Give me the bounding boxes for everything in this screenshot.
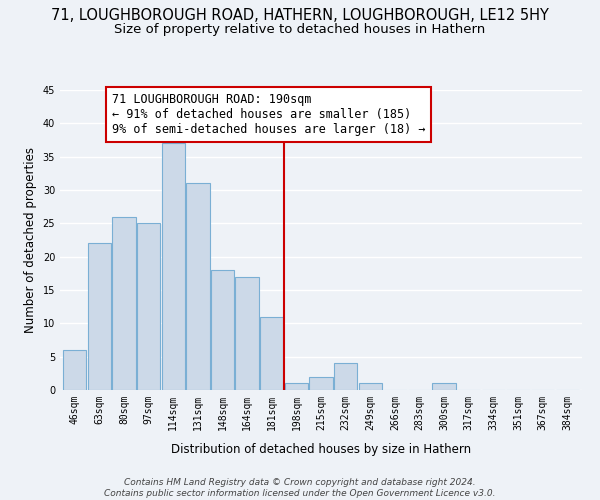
Bar xyxy=(334,364,358,390)
Bar xyxy=(211,270,234,390)
Text: 71, LOUGHBOROUGH ROAD, HATHERN, LOUGHBOROUGH, LE12 5HY: 71, LOUGHBOROUGH ROAD, HATHERN, LOUGHBOR… xyxy=(51,8,549,22)
Text: Size of property relative to detached houses in Hathern: Size of property relative to detached ho… xyxy=(115,22,485,36)
Y-axis label: Number of detached properties: Number of detached properties xyxy=(24,147,37,333)
Bar xyxy=(88,244,111,390)
Bar xyxy=(112,216,136,390)
Bar xyxy=(310,376,332,390)
Bar xyxy=(260,316,283,390)
Bar xyxy=(359,384,382,390)
Text: 71 LOUGHBOROUGH ROAD: 190sqm
← 91% of detached houses are smaller (185)
9% of se: 71 LOUGHBOROUGH ROAD: 190sqm ← 91% of de… xyxy=(112,94,425,136)
Text: Contains HM Land Registry data © Crown copyright and database right 2024.
Contai: Contains HM Land Registry data © Crown c… xyxy=(104,478,496,498)
Bar xyxy=(235,276,259,390)
Bar xyxy=(433,384,456,390)
Bar xyxy=(63,350,86,390)
Bar xyxy=(284,384,308,390)
Bar xyxy=(186,184,209,390)
Text: Distribution of detached houses by size in Hathern: Distribution of detached houses by size … xyxy=(171,442,471,456)
Bar xyxy=(161,144,185,390)
Bar xyxy=(137,224,160,390)
